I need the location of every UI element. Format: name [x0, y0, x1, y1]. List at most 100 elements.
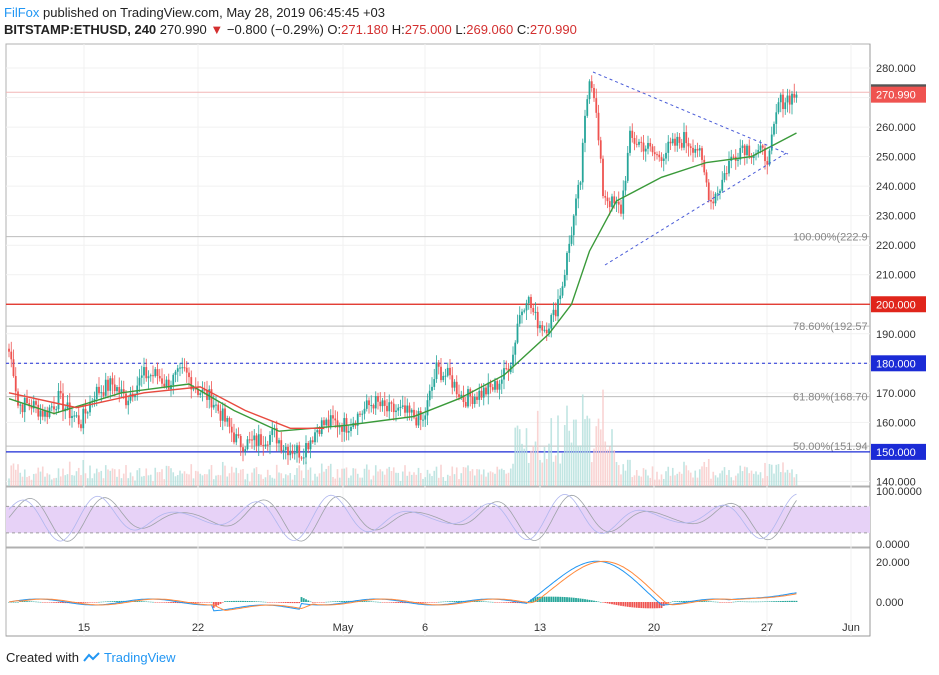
- macd-histogram-bar: [505, 602, 508, 603]
- candle-body: [280, 440, 283, 451]
- volume-bar: [725, 474, 728, 486]
- volume-bar: [667, 466, 670, 486]
- candle-body: [104, 379, 107, 396]
- candle-body: [608, 201, 611, 207]
- volume-bar: [208, 469, 211, 486]
- macd-histogram-bar: [165, 602, 168, 603]
- macd-histogram-bar: [563, 597, 566, 602]
- candle-body: [595, 98, 598, 113]
- candle-body: [761, 145, 764, 148]
- publisher-name[interactable]: FilFox: [4, 5, 40, 20]
- volume-bar: [532, 445, 535, 486]
- macd-histogram-bar: [224, 601, 226, 602]
- macd-histogram-bar: [98, 601, 100, 603]
- candle-body: [417, 411, 420, 426]
- candle-body: [687, 143, 690, 147]
- candle-body: [503, 368, 505, 380]
- macd-histogram-bar: [442, 601, 445, 603]
- volume-bar: [392, 467, 395, 486]
- stochastic-rsi-line: [8, 493, 797, 542]
- macd-histogram-bar: [111, 601, 114, 602]
- candle-body: [228, 417, 231, 427]
- volume-bar: [343, 468, 346, 486]
- macd-histogram-bar: [377, 601, 379, 603]
- candle-body: [478, 390, 481, 400]
- volume-bar: [460, 473, 463, 486]
- macd-histogram-bar: [341, 601, 343, 602]
- candle-body: [383, 400, 386, 406]
- macd-histogram-bar: [424, 602, 427, 603]
- candle-body: [716, 193, 719, 195]
- volume-bar: [271, 477, 274, 486]
- macd-histogram-bar: [332, 601, 334, 602]
- macd-histogram-bar: [93, 602, 96, 603]
- volume-bar: [62, 468, 64, 486]
- volume-bar: [525, 428, 528, 486]
- candle-body: [667, 141, 670, 153]
- candle-body: [82, 408, 85, 429]
- volume-bar: [431, 476, 433, 486]
- macd-histogram-bar: [453, 601, 456, 602]
- macd-histogram-bar: [656, 602, 658, 609]
- macd-histogram-bar: [557, 596, 559, 602]
- macd-histogram-bar: [21, 601, 24, 602]
- volume-bar: [377, 471, 379, 486]
- x-tick-label: 20: [648, 622, 660, 634]
- macd-histogram-bar: [134, 601, 136, 602]
- candle-body: [329, 415, 332, 427]
- volume-bar: [293, 474, 296, 486]
- macd-histogram-bar: [516, 602, 519, 604]
- candle-body: [611, 196, 613, 207]
- candle-body: [293, 453, 296, 455]
- candle-body: [453, 381, 456, 388]
- volume-bar: [86, 478, 89, 486]
- volume-bar: [766, 476, 769, 486]
- macd-histogram-bar: [120, 600, 123, 602]
- macd-histogram-bar: [23, 601, 26, 602]
- candle-body: [791, 93, 793, 105]
- candle-body: [284, 446, 287, 450]
- volume-bar: [539, 460, 541, 486]
- candle-body: [514, 342, 517, 355]
- volume-bar: [66, 474, 69, 486]
- volume-bar: [113, 469, 116, 486]
- volume-bar: [59, 476, 62, 486]
- macd-histogram-bar: [433, 602, 436, 603]
- volume-bar: [509, 468, 512, 486]
- candle-body: [527, 297, 530, 304]
- volume-bar: [235, 467, 238, 486]
- candle-body: [572, 215, 575, 236]
- macd-histogram-bar: [478, 601, 481, 602]
- volume-bar: [179, 470, 181, 486]
- volume-bar: [147, 475, 150, 486]
- volume-bar: [406, 475, 409, 486]
- volume-bar: [784, 472, 787, 486]
- volume-bar: [588, 418, 591, 486]
- volume-bar: [485, 476, 487, 486]
- macd-histogram-bar: [156, 602, 159, 603]
- macd-histogram-bar: [327, 601, 330, 603]
- volume-bar: [566, 405, 568, 486]
- candle-body: [145, 367, 148, 379]
- volume-bar: [95, 468, 98, 486]
- volume-bar: [8, 478, 10, 486]
- rsi-tick-label: 100.0000: [876, 486, 922, 498]
- candle-body: [174, 371, 177, 375]
- volume-bar: [68, 461, 71, 486]
- volume-bar: [770, 464, 773, 486]
- volume-bar: [723, 467, 726, 486]
- macd-histogram-bar: [446, 601, 449, 602]
- macd-histogram-bar: [782, 600, 784, 602]
- volume-bar: [473, 475, 476, 486]
- candle-body: [473, 397, 476, 405]
- candle-body: [649, 142, 652, 147]
- tradingview-link[interactable]: TradingView: [104, 650, 176, 665]
- volume-bar: [674, 475, 676, 486]
- candle-body: [102, 392, 105, 396]
- macd-histogram-bar: [345, 600, 348, 602]
- volume-bar: [694, 470, 697, 486]
- volume-bar: [311, 480, 314, 486]
- candle-body: [440, 366, 442, 381]
- macd-histogram-bar: [784, 600, 787, 602]
